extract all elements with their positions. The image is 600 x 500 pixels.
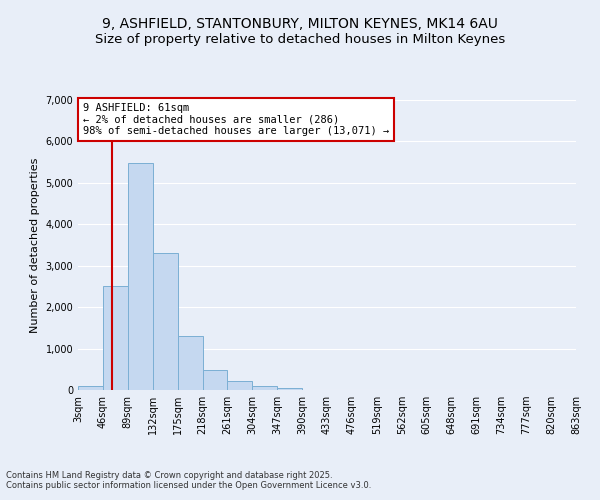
Text: 9, ASHFIELD, STANTONBURY, MILTON KEYNES, MK14 6AU: 9, ASHFIELD, STANTONBURY, MILTON KEYNES,… [102, 18, 498, 32]
Bar [103, 286, 128, 390]
Y-axis label: Number of detached properties: Number of detached properties [30, 158, 40, 332]
Bar [253, 386, 277, 390]
Bar [78, 386, 103, 390]
Bar [152, 254, 178, 390]
Bar [227, 381, 252, 390]
Bar [128, 163, 152, 390]
Bar [178, 336, 203, 390]
Text: Contains HM Land Registry data © Crown copyright and database right 2025.
Contai: Contains HM Land Registry data © Crown c… [6, 470, 371, 490]
Bar [203, 370, 227, 390]
Text: 9 ASHFIELD: 61sqm
← 2% of detached houses are smaller (286)
98% of semi-detached: 9 ASHFIELD: 61sqm ← 2% of detached house… [83, 103, 389, 136]
Bar [277, 388, 302, 390]
Text: Size of property relative to detached houses in Milton Keynes: Size of property relative to detached ho… [95, 32, 505, 46]
